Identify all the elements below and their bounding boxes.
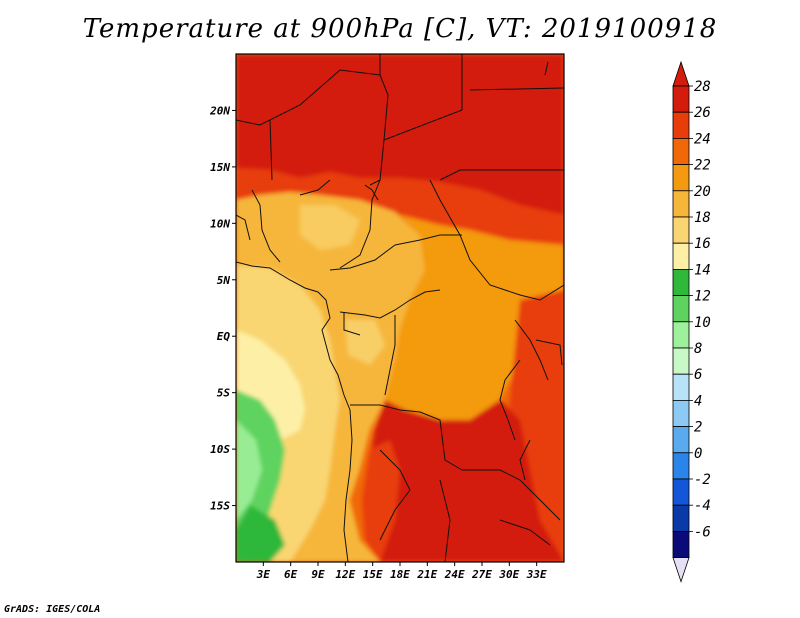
colorbar-swatch: [672, 190, 690, 218]
lat-tick-label: 15N: [210, 161, 230, 174]
colorbar-swatch: [672, 216, 690, 244]
colorbar-label: 14: [694, 262, 711, 278]
colorbar-label: 24: [694, 131, 711, 147]
lon-tick-label: 24E: [444, 568, 465, 581]
lat-tick-label: 5N: [217, 274, 231, 287]
country-boundaries: [236, 54, 564, 562]
lon-tick-label: 21E: [416, 568, 437, 581]
colorbar-swatch: [672, 504, 690, 532]
colorbar-swatch: [672, 85, 690, 113]
colorbar-swatch: [672, 137, 690, 165]
colorbar-label: 18: [694, 210, 711, 226]
lon-tick-label: 27E: [471, 568, 492, 581]
colorbar-label: 0: [694, 446, 702, 462]
map-title: Temperature at 900hPa [C], VT: 201910091…: [82, 14, 718, 44]
colorbar-swatch: [672, 478, 690, 506]
colorbar-label: 16: [694, 236, 711, 252]
colorbar-swatch: [672, 347, 690, 375]
colorbar-label: 4: [694, 393, 702, 409]
colorbar-swatch: [672, 295, 690, 323]
lat-tick-label: 20N: [209, 104, 230, 117]
colorbar-label: 8: [694, 341, 702, 357]
colorbar-swatch: [672, 268, 690, 296]
colorbar-label: 12: [694, 289, 711, 305]
colorbar-label: 26: [694, 105, 711, 121]
colorbar-label: 10: [694, 315, 711, 331]
colorbar-swatch: [672, 452, 690, 480]
lon-tick-label: 30E: [498, 568, 519, 581]
colorbar-swatch: [672, 373, 690, 401]
colorbar-label: 28: [694, 79, 711, 95]
colorbar-label: 22: [694, 158, 711, 174]
colorbar-label: 20: [694, 184, 711, 200]
lat-tick-label: 10N: [210, 217, 230, 230]
colorbar-label: -2: [694, 472, 711, 488]
colorbar-swatch: [672, 164, 690, 192]
colorbar-swatch: [672, 111, 690, 139]
latitude-axis: 20N 15N 10N 5N EQ 5S 10S 15S: [209, 104, 236, 513]
colorbar-swatch: [672, 426, 690, 454]
lon-tick-label: 18E: [390, 568, 410, 581]
lat-tick-label: EQ: [217, 330, 231, 343]
colorbar-over-arrow: [672, 60, 690, 87]
colorbar-label: -4: [694, 498, 711, 514]
lon-tick-label: 12E: [335, 568, 355, 581]
lon-tick-label: 9E: [311, 568, 325, 581]
colorbar-swatch: [672, 242, 690, 270]
lon-tick-label: 6E: [284, 568, 298, 581]
lat-tick-label: 15S: [210, 500, 230, 513]
lat-tick-label: 5S: [217, 387, 231, 400]
colorbar-swatch: [672, 321, 690, 349]
temperature-field: [236, 54, 564, 562]
lat-tick-label: 10S: [210, 443, 230, 456]
footer-credit: GrADS: IGES/COLA: [4, 604, 101, 615]
colorbar-swatch: [672, 531, 690, 559]
colorbar-label: -6: [694, 524, 711, 540]
longitude-axis: 3E 6E 9E 12E 15E 18E 21E 24E 27E 30E 33E: [256, 562, 547, 581]
colorbar-under-arrow: [672, 557, 690, 583]
colorbar-label: 2: [694, 420, 702, 436]
lon-tick-label: 15E: [363, 568, 383, 581]
colorbar-label: 6: [694, 367, 702, 383]
lon-tick-label: 33E: [526, 568, 547, 581]
lon-tick-label: 3E: [256, 568, 271, 581]
colorbar-swatch: [672, 399, 690, 427]
